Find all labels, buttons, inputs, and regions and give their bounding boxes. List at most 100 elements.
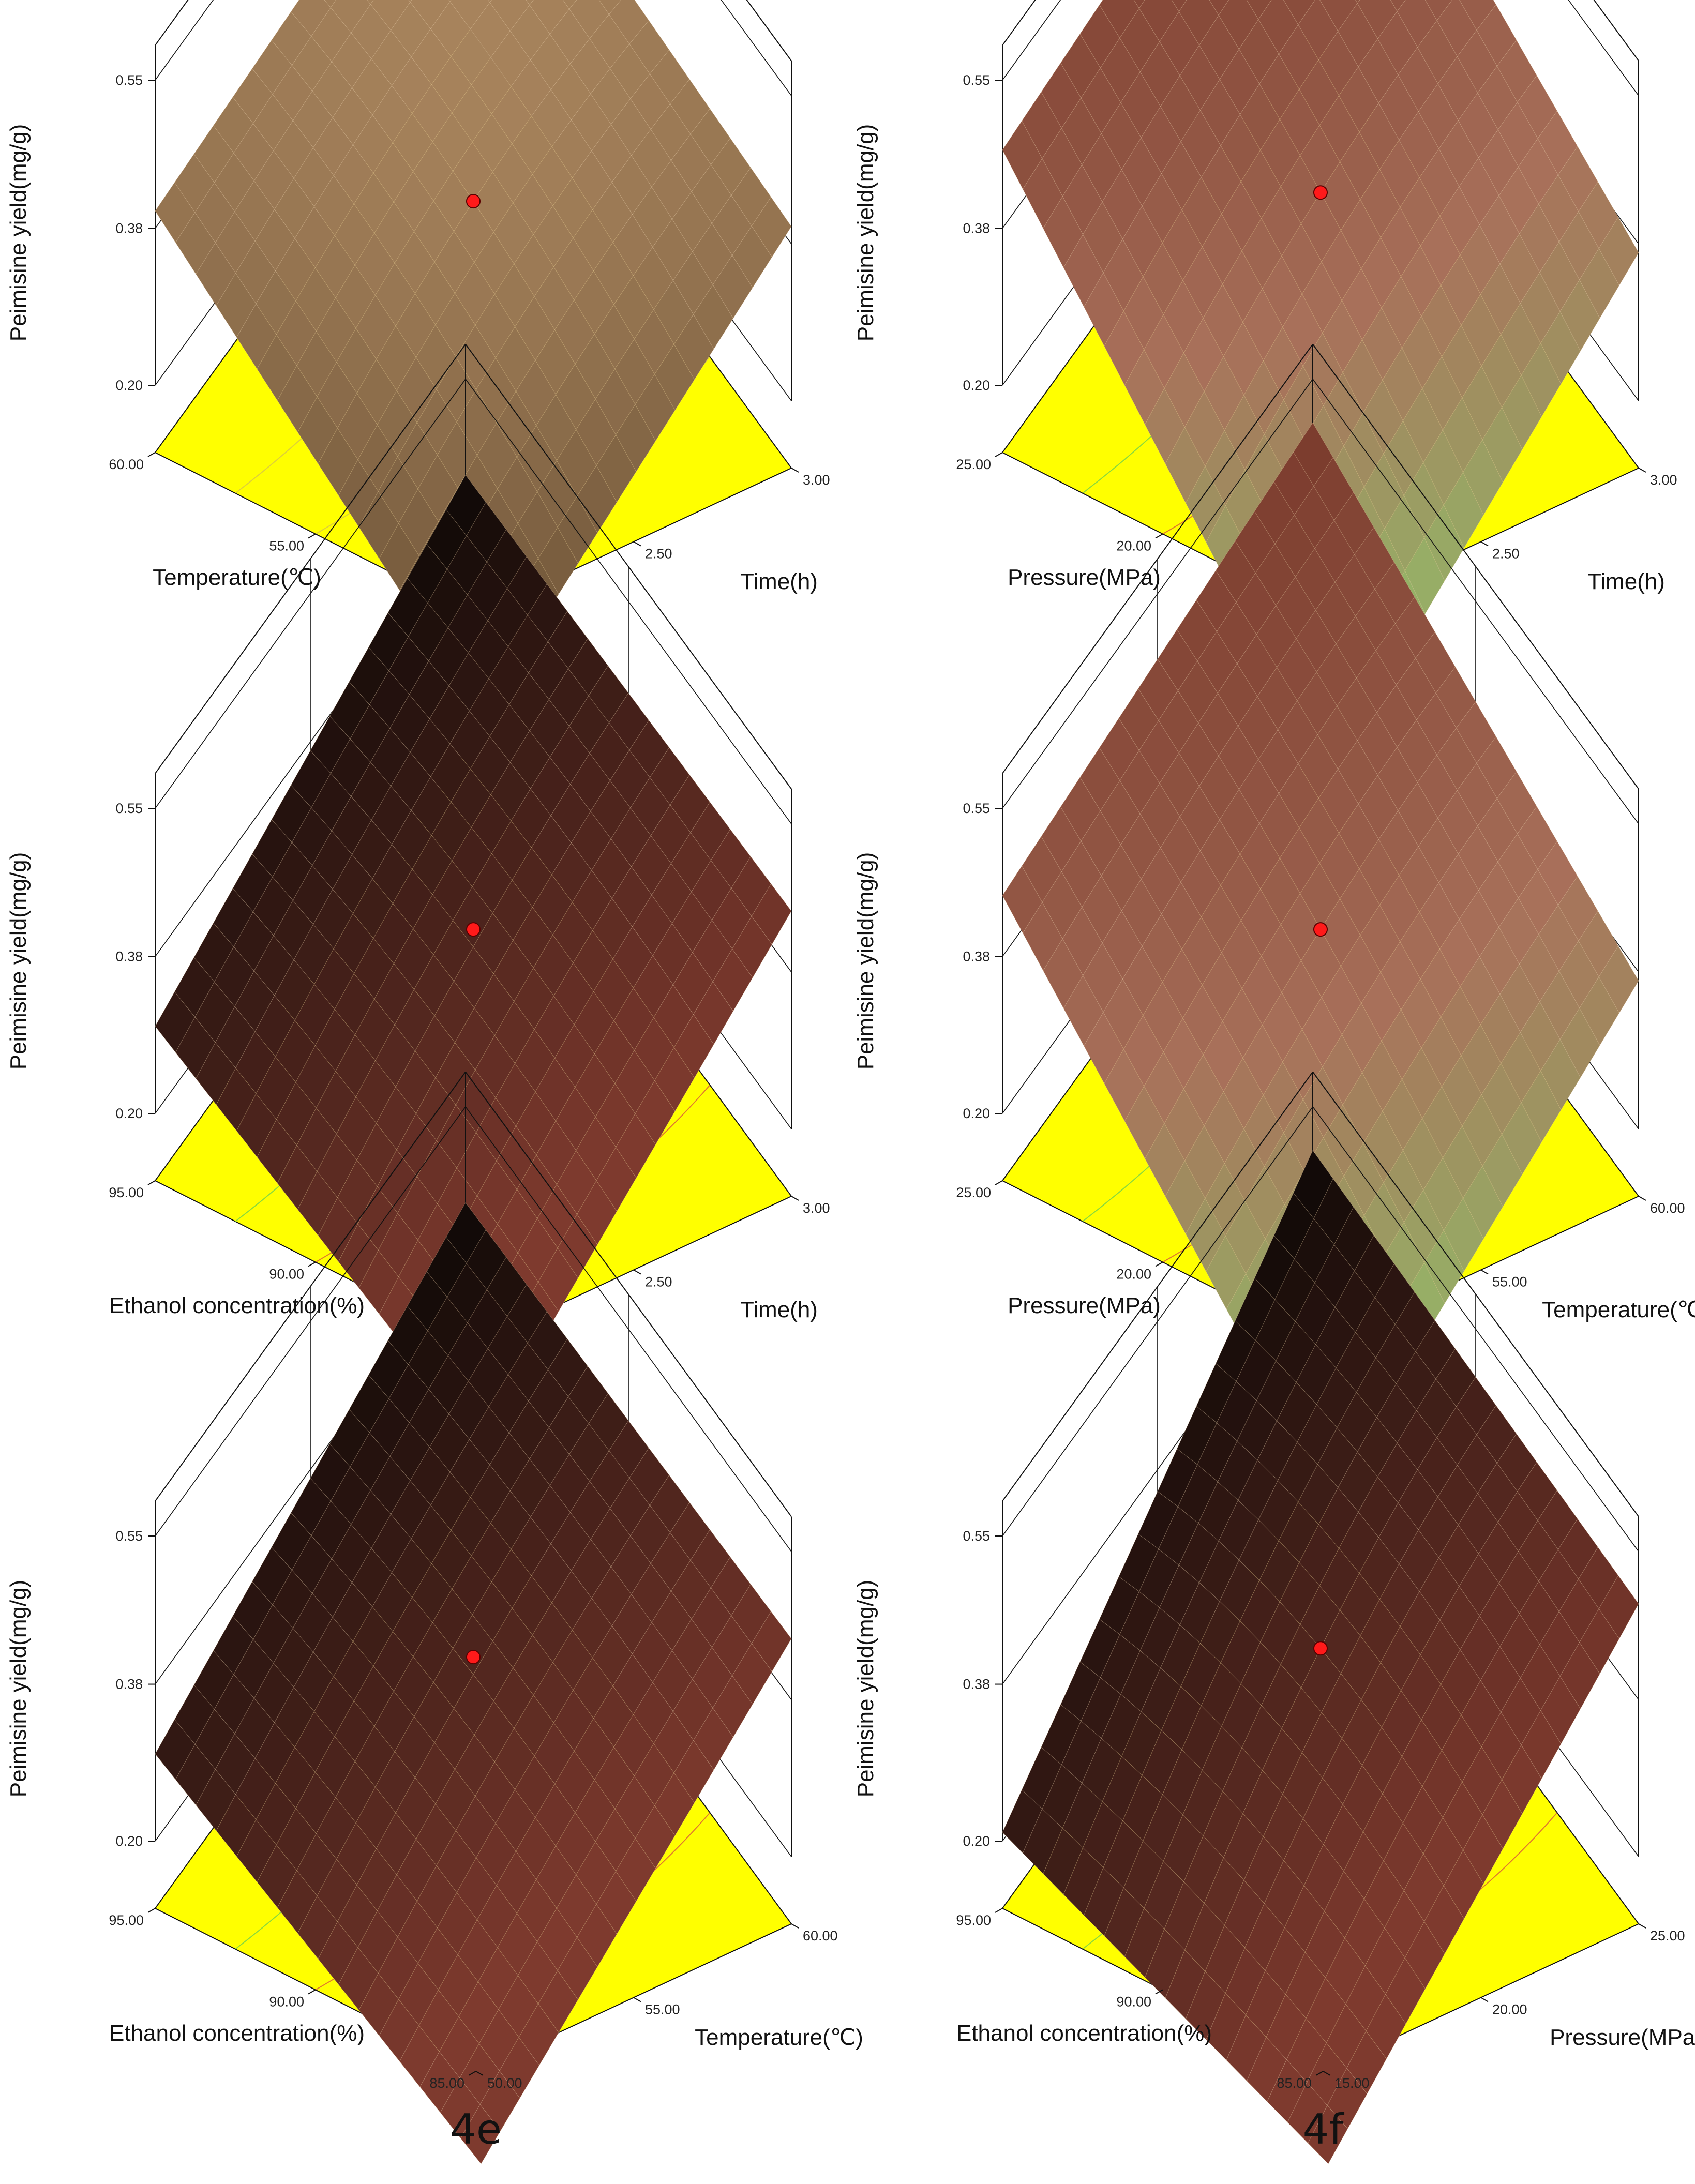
- z-tick-label: 0.20: [963, 378, 990, 393]
- left-tick-mark: [1155, 533, 1163, 539]
- top-right-wall-edge: [1312, 343, 1639, 790]
- left-tick-label: 95.00: [109, 1912, 144, 1928]
- left-axis-label: Ethanol concentration(%): [956, 2021, 1212, 2046]
- top-left-wall-edge: [155, 343, 466, 774]
- right-tick-label: 2.50: [645, 1274, 672, 1290]
- z-axis: 0.55 0.38 0.20 Peimisine yield(mg/g): [6, 72, 155, 393]
- z-axis-label: Peimisine yield(mg/g): [853, 852, 878, 1070]
- z-axis: 0.55 0.38 0.20 Peimisine yield(mg/g): [6, 1528, 155, 1849]
- left-tick-label: 85.00: [429, 2075, 464, 2091]
- z-axis: 0.55 0.38 0.20 Peimisine yield(mg/g): [6, 801, 155, 1121]
- right-tick-label: 3.00: [803, 472, 830, 488]
- left-tick-mark: [1155, 1989, 1163, 1995]
- top-left-wall-edge: [155, 1071, 466, 1502]
- right-tick-label: 2.50: [645, 546, 672, 562]
- z-tick-label: 0.55: [115, 72, 143, 88]
- response-surface: [1002, 1150, 1639, 2164]
- wall-gridline: [721, 0, 792, 96]
- left-tick-label: 55.00: [269, 538, 304, 554]
- optimum-point: [1313, 185, 1328, 200]
- top-left-wall-edge: [1002, 343, 1313, 774]
- right-tick-mark: [475, 2071, 484, 2076]
- top-left-wall-edge: [1002, 1071, 1313, 1502]
- left-tick-mark: [308, 1261, 316, 1267]
- left-axis-label: Pressure(MPa): [1008, 1293, 1161, 1318]
- right-tick-label: 60.00: [1650, 1200, 1685, 1216]
- right-axis: 50.00 55.00 60.00 Temperature(℃): [475, 1923, 863, 2091]
- z-tick-label: 0.55: [115, 801, 143, 816]
- z-axis: 0.55 0.38 0.20 Peimisine yield(mg/g): [853, 72, 1002, 393]
- left-tick-mark: [1155, 1261, 1163, 1267]
- left-axis-label: Temperature(℃): [153, 565, 321, 590]
- z-tick-label: 0.20: [115, 1106, 143, 1121]
- z-tick-label: 0.20: [115, 378, 143, 393]
- left-tick-mark: [147, 1180, 156, 1185]
- left-tick-mark: [1315, 2071, 1324, 2076]
- right-tick-mark: [1323, 2071, 1331, 2076]
- z-tick-label: 0.38: [963, 1677, 990, 1692]
- right-axis-label: Time(h): [740, 1297, 818, 1322]
- panel-caption: 4e: [450, 2105, 502, 2153]
- left-tick-label: 95.00: [956, 1912, 991, 1928]
- left-tick-mark: [995, 1908, 1003, 1913]
- right-tick-mark: [1638, 1923, 1646, 1929]
- left-tick-mark: [147, 1908, 156, 1913]
- z-axis-label: Peimisine yield(mg/g): [6, 1580, 31, 1798]
- left-tick-label: 25.00: [956, 457, 991, 472]
- right-tick-mark: [791, 1196, 799, 1201]
- right-tick-mark: [1480, 541, 1489, 547]
- left-axis-label: Ethanol concentration(%): [109, 2021, 365, 2046]
- right-axis-label: Temperature(℃): [695, 2025, 863, 2050]
- z-axis: 0.55 0.38 0.20 Peimisine yield(mg/g): [853, 1528, 1002, 1849]
- z-tick-label: 0.38: [115, 221, 143, 236]
- response-surface: [155, 0, 792, 717]
- left-axis: 95.00 90.00 85.00 Ethanol concentration(%): [109, 1908, 476, 2091]
- z-tick-label: 0.55: [963, 801, 990, 816]
- optimum-point: [1313, 922, 1328, 937]
- right-axis-label: Time(h): [740, 569, 818, 594]
- optimum-point: [466, 194, 481, 209]
- left-tick-label: 90.00: [269, 1267, 304, 1282]
- left-tick-label: 20.00: [1116, 538, 1151, 554]
- right-tick-mark: [633, 1269, 641, 1275]
- right-tick-mark: [1480, 1997, 1489, 2002]
- left-tick-label: 60.00: [109, 457, 144, 472]
- optimum-point: [466, 1650, 481, 1665]
- right-tick-label: 3.00: [803, 1200, 830, 1216]
- z-tick-label: 0.38: [963, 221, 990, 236]
- right-tick-label: 20.00: [1492, 2002, 1527, 2017]
- right-tick-label: 55.00: [1492, 1274, 1527, 1290]
- wall-gridline: [155, 0, 214, 81]
- left-tick-label: 25.00: [956, 1185, 991, 1200]
- left-tick-label: 20.00: [1116, 1267, 1151, 1282]
- left-axis-label: Ethanol concentration(%): [109, 1293, 365, 1318]
- right-tick-mark: [633, 1997, 641, 2002]
- right-tick-mark: [1638, 468, 1646, 473]
- right-tick-label: 55.00: [645, 2002, 680, 2017]
- wall-gridline: [1568, 0, 1639, 96]
- left-tick-mark: [995, 1180, 1003, 1185]
- right-axis-label: Temperature(℃): [1542, 1297, 1695, 1322]
- optimum-point: [1313, 1641, 1328, 1656]
- left-tick-label: 95.00: [109, 1185, 144, 1200]
- right-tick-label: 2.50: [1492, 546, 1520, 562]
- z-tick-label: 0.38: [115, 949, 143, 965]
- z-axis-label: Peimisine yield(mg/g): [853, 1580, 878, 1798]
- wall-gridline: [1002, 0, 1061, 81]
- right-axis-label: Time(h): [1587, 569, 1665, 594]
- right-tick-mark: [791, 468, 799, 473]
- right-tick-label: 25.00: [1650, 1928, 1685, 1944]
- optimum-point: [466, 922, 481, 937]
- panel-4a: 0.55 0.38 0.20 Peimisine yield(mg/g) 60.00 55…: [6, 0, 830, 717]
- top-right-wall-edge: [465, 1071, 792, 1517]
- z-axis-label: Peimisine yield(mg/g): [6, 124, 31, 342]
- panel-4f: 0.55 0.38 0.20 Peimisine yield(mg/g) 95.00 90…: [853, 1071, 1695, 2164]
- left-tick-label: 90.00: [1116, 1994, 1151, 2010]
- left-tick-label: 90.00: [269, 1994, 304, 2010]
- right-tick-mark: [1480, 1269, 1489, 1275]
- surface-patch: [1308, 2105, 1348, 2164]
- panel-caption: 4f: [1302, 2105, 1344, 2153]
- z-axis: 0.55 0.38 0.20 Peimisine yield(mg/g): [853, 801, 1002, 1121]
